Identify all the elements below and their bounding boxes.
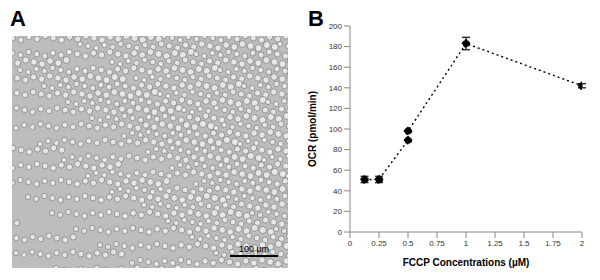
svg-text:1: 1 [464,239,469,248]
html-text:A: A [10,6,26,31]
svg-text:OCR (pmol/min): OCR (pmol/min) [307,91,318,167]
svg-text:160: 160 [329,63,343,72]
svg-text:1.25: 1.25 [487,239,503,248]
svg-text:0.25: 0.25 [371,239,387,248]
svg-text:20: 20 [333,207,342,216]
svg-text:80: 80 [333,145,342,154]
svg-text:100 µm: 100 µm [239,244,269,254]
svg-text:2: 2 [580,239,585,248]
svg-text:200: 200 [329,22,343,31]
svg-text:0.5: 0.5 [402,239,414,248]
html-text:B: B [308,6,324,31]
svg-text:40: 40 [333,187,342,196]
svg-text:120: 120 [329,104,343,113]
svg-text:0: 0 [338,228,343,237]
svg-text:0: 0 [348,239,353,248]
svg-text:1.5: 1.5 [518,239,530,248]
svg-text:1.75: 1.75 [545,239,561,248]
svg-text:100: 100 [329,125,343,134]
svg-text:140: 140 [329,84,343,93]
svg-text:60: 60 [333,166,342,175]
svg-text:0.75: 0.75 [429,239,445,248]
svg-text:FCCP Concentrations (µM): FCCP Concentrations (µM) [403,257,530,268]
svg-text:180: 180 [329,42,343,51]
